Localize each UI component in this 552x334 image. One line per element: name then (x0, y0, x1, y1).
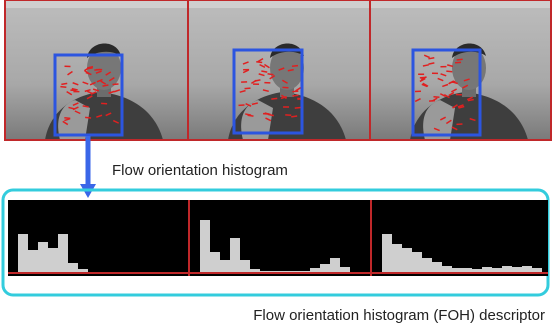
histogram-bar (442, 266, 452, 272)
flow-vector (60, 87, 66, 88)
histogram-bar (270, 271, 280, 272)
histogram-bar (502, 266, 512, 272)
flow-vector (291, 116, 297, 117)
histogram-bar (230, 238, 240, 272)
histogram-bar (492, 268, 502, 272)
histogram-bar (250, 269, 260, 272)
histogram-bar (402, 248, 412, 272)
histogram-bar (452, 268, 462, 272)
flow-vector (61, 83, 67, 84)
flow-vector (245, 88, 251, 89)
histogram-bar (68, 263, 78, 272)
histogram-bar (522, 266, 532, 272)
flow-vector (268, 74, 274, 75)
histogram-bar (28, 250, 38, 272)
flow-vector (292, 95, 298, 96)
histogram-bar (290, 271, 300, 272)
histogram-bar (18, 234, 28, 272)
histogram-bar (482, 267, 492, 272)
flow-vector (446, 71, 452, 72)
flow-vector (271, 98, 277, 99)
flow-vector (248, 115, 254, 116)
histogram-bar (240, 260, 250, 272)
histogram-bar (280, 271, 290, 272)
flow-vector (295, 108, 301, 109)
flow-vector (457, 59, 463, 60)
histogram-bar (432, 262, 442, 272)
histogram-bar (260, 271, 270, 272)
histogram-bar (422, 258, 432, 272)
histogram-bar (340, 267, 350, 272)
figure: Flow orientation histogram Flow orientat… (0, 0, 552, 329)
histogram-bar (330, 258, 340, 272)
histogram-bar (300, 271, 310, 272)
histogram-bar (310, 268, 320, 272)
histogram-bar (58, 234, 68, 272)
caption-top: Flow orientation histogram (112, 162, 288, 179)
flow-vector (292, 91, 298, 92)
histogram-bar (472, 269, 482, 272)
histogram-bar (38, 242, 48, 272)
flow-vector (292, 66, 298, 67)
histogram-bar (48, 248, 58, 272)
histograms (8, 200, 548, 276)
flow-vector (87, 68, 93, 69)
histogram-bar (412, 252, 422, 272)
histogram-bar (78, 269, 88, 272)
histogram-bar (392, 244, 402, 272)
histogram-bar (532, 268, 542, 272)
flow-vector (256, 62, 262, 63)
histogram-bar (200, 220, 210, 272)
flow-vector (83, 106, 89, 107)
histogram-bar (210, 252, 220, 272)
flow-vector (94, 69, 100, 70)
histogram-bar (382, 234, 392, 272)
histogram-bar (462, 268, 472, 272)
histogram-bar (512, 267, 522, 272)
histogram-bar (220, 260, 230, 272)
flow-vector (85, 117, 91, 118)
histogram-bar (320, 264, 330, 272)
flow-vector (103, 85, 109, 86)
caption-bottom: Flow orientation histogram (FOH) descrip… (253, 307, 545, 324)
